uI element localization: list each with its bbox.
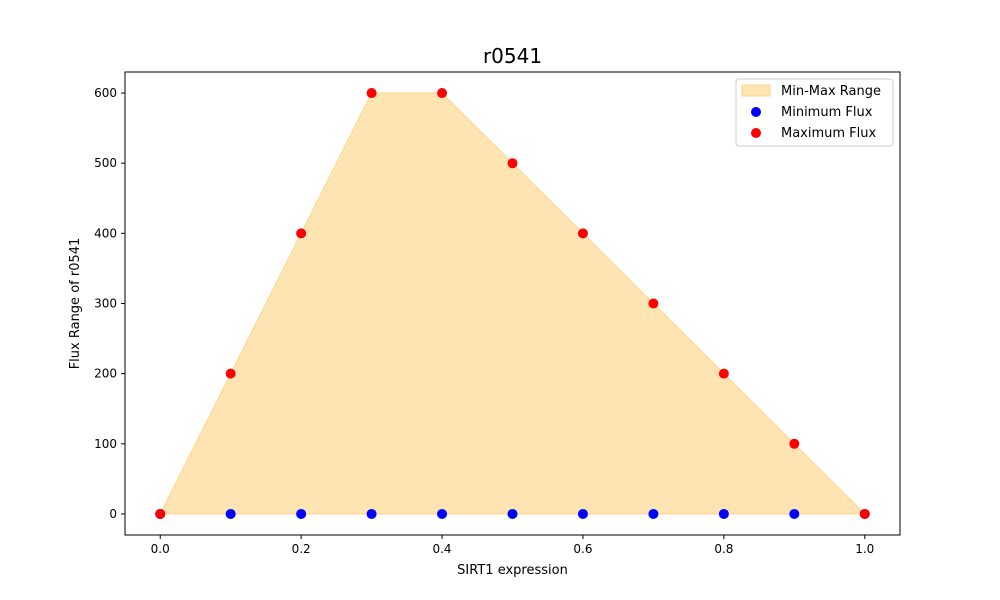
x-tick-label: 0.0 [151, 542, 170, 556]
y-tick-label: 600 [94, 86, 117, 100]
legend-label-maximum-flux: Maximum Flux [781, 126, 877, 141]
minimum-flux-point [789, 508, 800, 519]
x-axis-label: SIRT1 expression [457, 563, 568, 578]
legend-label-min-max-range: Min-Max Range [781, 84, 881, 99]
minimum-flux-point [366, 508, 377, 519]
minimum-flux-point [225, 508, 236, 519]
legend-marker-minimum-flux [751, 107, 761, 117]
y-axis-label: Flux Range of r0541 [68, 238, 83, 370]
maximum-flux-point [225, 368, 236, 379]
y-tick-label: 0 [109, 507, 117, 521]
legend-label-minimum-flux: Minimum Flux [781, 105, 873, 120]
minimum-flux-point [296, 508, 307, 519]
legend-marker-maximum-flux [751, 128, 761, 138]
y-tick-label: 100 [94, 437, 117, 451]
x-tick-label: 0.6 [573, 542, 592, 556]
maximum-flux-point [437, 88, 448, 99]
maximum-flux-point [577, 228, 588, 239]
maximum-flux-point [789, 438, 800, 449]
legend-swatch-min-max-range [741, 84, 771, 97]
legend: Min-Max Range Minimum Flux Maximum Flux [735, 78, 894, 147]
maximum-flux-point [648, 298, 659, 309]
minimum-flux-point [718, 508, 729, 519]
x-tick-label: 0.2 [292, 542, 311, 556]
y-tick-label: 400 [94, 226, 117, 240]
maximum-flux-point [507, 158, 518, 169]
y-tick-label: 300 [94, 297, 117, 311]
chart-title: r0541 [483, 44, 542, 68]
y-tick-label: 200 [94, 367, 117, 381]
minimum-flux-point [577, 508, 588, 519]
x-tick-label: 0.8 [714, 542, 733, 556]
maximum-flux-point [296, 228, 307, 239]
maximum-flux-point [155, 508, 166, 519]
maximum-flux-point [718, 368, 729, 379]
y-tick-label: 500 [94, 156, 117, 170]
x-tick-label: 0.4 [432, 542, 451, 556]
x-tick-label: 1.0 [855, 542, 874, 556]
plot-area [155, 88, 870, 519]
minimum-flux-point [507, 508, 518, 519]
legend-box [735, 78, 894, 147]
minimum-flux-point [437, 508, 448, 519]
minimum-flux-point [648, 508, 659, 519]
maximum-flux-point [366, 88, 377, 99]
axis-ticks: 0.0 0.2 0.4 0.6 0.8 1.0 0 100 200 300 400 500 600 [94, 86, 874, 556]
maximum-flux-point [859, 508, 870, 519]
